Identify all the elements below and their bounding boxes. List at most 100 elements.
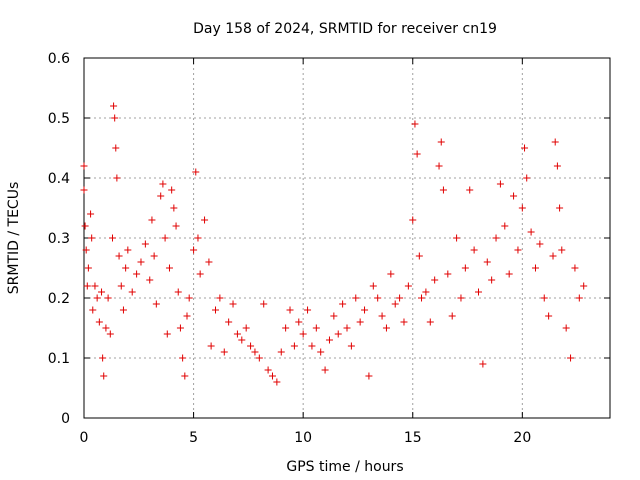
data-point: [183, 312, 191, 320]
data-point: [304, 306, 312, 314]
data-point: [212, 306, 219, 314]
data-point: [448, 312, 456, 320]
data-point: [453, 234, 461, 242]
data-point: [174, 288, 182, 296]
data-point: [163, 330, 171, 338]
data-point: [387, 270, 395, 278]
data-point: [378, 312, 386, 320]
data-point: [575, 294, 583, 302]
grid-lines: [84, 58, 610, 418]
data-point: [159, 180, 167, 188]
data-point: [273, 378, 281, 386]
data-point: [339, 300, 347, 308]
data-point: [352, 294, 360, 302]
data-point: [106, 330, 114, 338]
data-point: [531, 264, 539, 272]
data-point: [82, 246, 90, 254]
data-point: [540, 294, 548, 302]
data-point: [157, 192, 165, 200]
x-tick-label: 20: [513, 430, 531, 446]
data-point: [282, 324, 290, 332]
data-point: [396, 294, 404, 302]
y-axis-label: SRMTID / TECUs: [6, 182, 22, 295]
data-point: [104, 294, 112, 302]
y-tick-label: 0.4: [48, 171, 70, 187]
data-point: [80, 186, 88, 194]
data-point: [382, 324, 390, 332]
data-point: [205, 258, 213, 266]
data-point: [365, 372, 373, 380]
data-point: [117, 282, 125, 290]
data-point: [571, 264, 579, 272]
data-point: [496, 180, 504, 188]
data-point: [475, 288, 482, 296]
data-point: [356, 318, 364, 326]
data-point: [141, 240, 149, 248]
data-point: [176, 324, 184, 332]
data-point: [439, 186, 447, 194]
data-point: [413, 150, 421, 158]
data-point: [470, 246, 478, 254]
data-point: [93, 294, 101, 302]
data-point: [553, 162, 561, 170]
data-point: [168, 186, 176, 194]
data-point: [492, 234, 500, 242]
data-point: [325, 336, 333, 344]
x-tick-label: 15: [404, 430, 422, 446]
data-point: [251, 348, 259, 356]
data-point: [148, 216, 156, 224]
data-point: [501, 222, 509, 230]
data-point: [122, 264, 130, 272]
data-point: [110, 102, 118, 110]
axis-ticks: 0 5 10 15 20 0 0.1 0.2 0.3 0.4 0.5 0.6: [48, 51, 610, 446]
data-point: [299, 330, 307, 338]
data-point: [152, 300, 160, 308]
data-point: [400, 318, 408, 326]
data-point: [128, 288, 136, 296]
data-point: [238, 336, 246, 344]
data-point: [562, 324, 570, 332]
data-point: [233, 330, 241, 338]
data-point: [88, 234, 96, 242]
data-point: [242, 324, 250, 332]
data-point: [247, 342, 255, 350]
data-point: [216, 294, 224, 302]
data-point: [99, 354, 107, 362]
data-point: [192, 168, 200, 176]
data-point: [317, 348, 325, 356]
data-point: [87, 210, 95, 218]
data-point: [567, 354, 575, 362]
data-point: [268, 372, 276, 380]
data-point: [170, 204, 178, 212]
x-tick-label: 5: [189, 430, 198, 446]
y-tick-label: 0.5: [48, 111, 70, 127]
data-point: [409, 216, 417, 224]
data-point: [196, 270, 204, 278]
data-point: [290, 342, 298, 350]
x-axis-label: GPS time / hours: [286, 459, 403, 475]
data-point: [418, 294, 426, 302]
data-point: [404, 282, 412, 290]
data-point: [549, 252, 557, 260]
data-point: [185, 294, 193, 302]
data-point: [277, 348, 285, 356]
data-point: [374, 294, 382, 302]
data-point: [580, 282, 588, 290]
data-point: [523, 174, 531, 182]
data-point: [461, 264, 469, 272]
data-point: [124, 246, 132, 254]
data-point: [514, 246, 522, 254]
data-point: [81, 222, 89, 230]
data-point: [545, 312, 553, 320]
data-point: [194, 234, 202, 242]
data-point: [330, 312, 338, 320]
y-tick-label: 0.6: [48, 51, 70, 67]
data-point: [518, 204, 526, 212]
data-point: [89, 306, 97, 314]
data-point: [115, 252, 123, 260]
data-point: [150, 252, 158, 260]
data-point: [444, 270, 452, 278]
data-point: [369, 282, 377, 290]
